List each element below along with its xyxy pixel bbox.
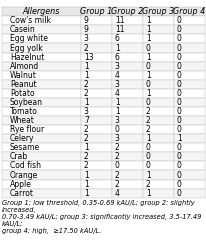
Text: Group 1: low threshold, 0.35-0.69 kAU/L; group 2: slightly increased,
0.70-3.49 : Group 1: low threshold, 0.35-0.69 kAU/L;… [2, 200, 200, 234]
